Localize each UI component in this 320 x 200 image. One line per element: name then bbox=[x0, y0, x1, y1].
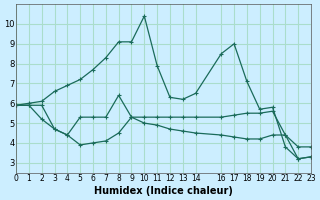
X-axis label: Humidex (Indice chaleur): Humidex (Indice chaleur) bbox=[94, 186, 233, 196]
